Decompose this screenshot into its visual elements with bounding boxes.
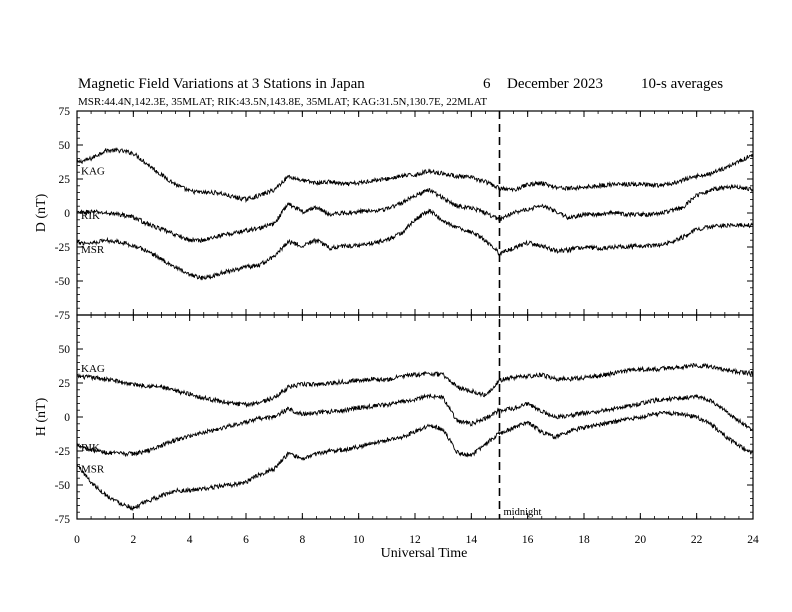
x-tick-label: 20 xyxy=(635,534,647,546)
date-day: 6 xyxy=(483,76,491,92)
date-year: 2023 xyxy=(573,76,603,92)
midnight-label: midnight xyxy=(504,507,542,518)
series-label-rik: RIK xyxy=(81,210,100,222)
y-axis-label: H (nT) xyxy=(34,397,49,436)
x-tick-label: 16 xyxy=(522,534,534,546)
y-tick-label: -50 xyxy=(55,276,71,288)
y-tick-label: 25 xyxy=(59,174,71,186)
y-axis-label: D (nT) xyxy=(34,193,49,232)
x-tick-label: 2 xyxy=(130,534,136,546)
y-tick-label: -75 xyxy=(55,310,71,322)
station-coordinates: MSR:44.4N,142.3E, 35MLAT; RIK:43.5N,143.… xyxy=(78,96,487,108)
series-line-msr xyxy=(76,208,754,281)
series-label-kag: KAG xyxy=(81,363,105,375)
x-tick-label: 12 xyxy=(409,534,421,546)
y-tick-label: 0 xyxy=(64,208,70,220)
x-tick-label: 6 xyxy=(243,534,249,546)
y-tick-label: 0 xyxy=(64,412,70,424)
y-tick-label: -50 xyxy=(55,480,71,492)
y-tick-label: -25 xyxy=(55,446,71,458)
x-tick-label: 14 xyxy=(466,534,478,546)
y-tick-label: 50 xyxy=(59,140,71,152)
series-label-msr: MSR xyxy=(81,244,105,256)
panel-frame xyxy=(76,314,754,520)
y-tick-label: -25 xyxy=(55,242,71,254)
plot-area: 75 50 25 0 -25 -50 -75 D (nT) KAG RIK MSR 50 25 0 -25 -… xyxy=(34,106,759,546)
x-tick-label: 10 xyxy=(353,534,365,546)
panel-h: 50 25 0 -25 -50 -75 H (nT) KAG RIK MSR xyxy=(34,314,754,526)
series-line-kag xyxy=(76,362,754,408)
y-tick-label: 75 xyxy=(59,106,71,118)
series-line-rik xyxy=(76,393,754,458)
series-label-msr: MSR xyxy=(81,464,105,476)
x-axis-label: Universal Time xyxy=(381,546,468,561)
x-tick-label: 4 xyxy=(187,534,193,546)
series-label-kag: KAG xyxy=(81,166,105,178)
series-line-msr xyxy=(76,410,754,512)
series-line-rik xyxy=(76,183,754,244)
x-tick-label: 8 xyxy=(299,534,305,546)
date-month: December xyxy=(507,76,569,92)
x-tick-label: 22 xyxy=(691,534,703,546)
y-tick-label: 50 xyxy=(59,344,71,356)
x-tick-label: 24 xyxy=(747,534,759,546)
chart-title: Magnetic Field Variations at 3 Stations … xyxy=(78,76,365,92)
y-tick-label: 25 xyxy=(59,378,71,390)
y-tick-label: -75 xyxy=(55,514,71,526)
series-label-rik: RIK xyxy=(81,442,100,454)
averaging-note: 10-s averages xyxy=(641,76,723,92)
series-line-kag xyxy=(76,147,754,203)
x-tick-label: 18 xyxy=(578,534,590,546)
panel-d: 75 50 25 0 -25 -50 -75 D (nT) KAG RIK MSR xyxy=(34,106,754,322)
x-tick-label: 0 xyxy=(74,534,80,546)
